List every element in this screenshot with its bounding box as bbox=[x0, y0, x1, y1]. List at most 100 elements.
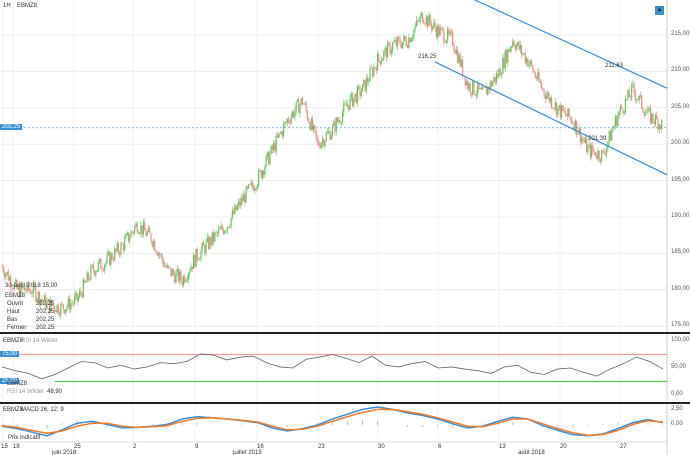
candle-body bbox=[509, 47, 511, 52]
candle-body bbox=[230, 217, 232, 227]
candle-body bbox=[474, 94, 476, 96]
candle-body bbox=[249, 184, 251, 185]
candle-body bbox=[443, 29, 445, 43]
candle-body bbox=[35, 288, 37, 302]
channel-lower-line bbox=[434, 61, 668, 176]
candle-body bbox=[329, 131, 331, 140]
candle-body bbox=[578, 128, 580, 135]
candle-body bbox=[548, 93, 550, 102]
candle-body bbox=[224, 230, 226, 234]
candle-body bbox=[96, 269, 98, 272]
candle-body bbox=[211, 232, 213, 245]
candle-body bbox=[150, 233, 152, 242]
candle-body bbox=[482, 87, 484, 90]
candle-body bbox=[518, 42, 520, 50]
candle-body bbox=[276, 135, 279, 138]
candle-body bbox=[239, 201, 241, 206]
candle-body bbox=[462, 59, 464, 76]
candle-body bbox=[603, 151, 605, 154]
candle-body bbox=[656, 114, 658, 120]
candle-body bbox=[284, 122, 286, 125]
candle-body bbox=[386, 42, 389, 58]
candle-body bbox=[261, 171, 263, 178]
candle-body bbox=[632, 83, 634, 85]
candle-body bbox=[160, 254, 162, 256]
candle-body bbox=[305, 103, 307, 111]
info-value-ouvrir: 202,25 bbox=[36, 301, 55, 307]
candle-body bbox=[56, 304, 58, 313]
candle-body bbox=[206, 237, 208, 242]
candle-body bbox=[652, 113, 654, 122]
candle-body bbox=[99, 259, 101, 263]
candle-body bbox=[467, 81, 469, 90]
candle-body bbox=[425, 16, 427, 25]
candle-body bbox=[288, 119, 290, 122]
candle-body bbox=[379, 59, 381, 65]
candle-body bbox=[475, 94, 478, 96]
price-tick: 210,00 bbox=[671, 67, 690, 74]
candle-body bbox=[66, 306, 68, 310]
candle-body bbox=[266, 152, 269, 157]
channel-annotation: 201,39 bbox=[588, 136, 607, 142]
candle-body bbox=[343, 103, 345, 114]
candle-body bbox=[528, 64, 530, 67]
candle-body bbox=[651, 113, 653, 123]
candle-body bbox=[588, 144, 590, 147]
candle-body bbox=[185, 279, 187, 283]
candle-body bbox=[172, 269, 175, 275]
candle-body bbox=[568, 108, 570, 117]
candle-body bbox=[627, 90, 629, 100]
candle-body bbox=[210, 237, 212, 245]
candle-body bbox=[637, 99, 639, 101]
candle-body bbox=[658, 124, 660, 130]
candle-body bbox=[336, 118, 339, 122]
candle-body bbox=[557, 107, 559, 116]
candle-body bbox=[485, 86, 488, 95]
candle-body bbox=[624, 98, 627, 113]
candle-body bbox=[390, 50, 392, 54]
candle-body bbox=[255, 188, 257, 190]
candle-body bbox=[226, 226, 228, 231]
candle-body bbox=[542, 88, 544, 90]
candle-body bbox=[311, 118, 314, 131]
candle-body bbox=[353, 97, 355, 107]
candle-body bbox=[408, 37, 410, 48]
candle-body bbox=[636, 99, 638, 100]
candle-body bbox=[604, 153, 607, 155]
candle-body bbox=[300, 98, 302, 105]
candle-body bbox=[179, 271, 181, 282]
candle-body bbox=[448, 29, 450, 34]
candle-body bbox=[333, 121, 335, 126]
candle-body bbox=[12, 288, 14, 289]
candle-body bbox=[72, 303, 74, 304]
candle-body bbox=[592, 145, 594, 152]
candle-body bbox=[594, 151, 596, 157]
panel-separator bbox=[0, 332, 690, 334]
rsi-legend-symbol: EBMZ8 bbox=[7, 381, 28, 387]
candle-body bbox=[616, 116, 618, 126]
candle-body bbox=[494, 77, 496, 83]
candle-body bbox=[1, 266, 3, 268]
candle-body bbox=[241, 197, 243, 202]
candle-body bbox=[271, 145, 274, 150]
candle-body bbox=[294, 110, 296, 118]
candle-body bbox=[599, 159, 602, 162]
collapse-button[interactable]: ▲ bbox=[655, 6, 664, 15]
candle-body bbox=[303, 103, 305, 105]
candle-body bbox=[533, 71, 535, 73]
candle-body bbox=[366, 77, 369, 83]
candle-body bbox=[621, 106, 623, 109]
candle-body bbox=[478, 83, 480, 90]
candle-body bbox=[596, 156, 598, 159]
candle-body bbox=[535, 77, 538, 80]
candle-body bbox=[157, 253, 160, 256]
candle-body bbox=[221, 226, 223, 230]
timeframe-label[interactable]: 1H bbox=[3, 3, 11, 9]
x-day-label: 13 bbox=[499, 444, 506, 450]
candle-body bbox=[135, 223, 137, 227]
candle-body bbox=[95, 271, 97, 276]
candle-body bbox=[413, 29, 415, 37]
candle-body bbox=[21, 283, 23, 289]
candle-body bbox=[493, 77, 495, 82]
